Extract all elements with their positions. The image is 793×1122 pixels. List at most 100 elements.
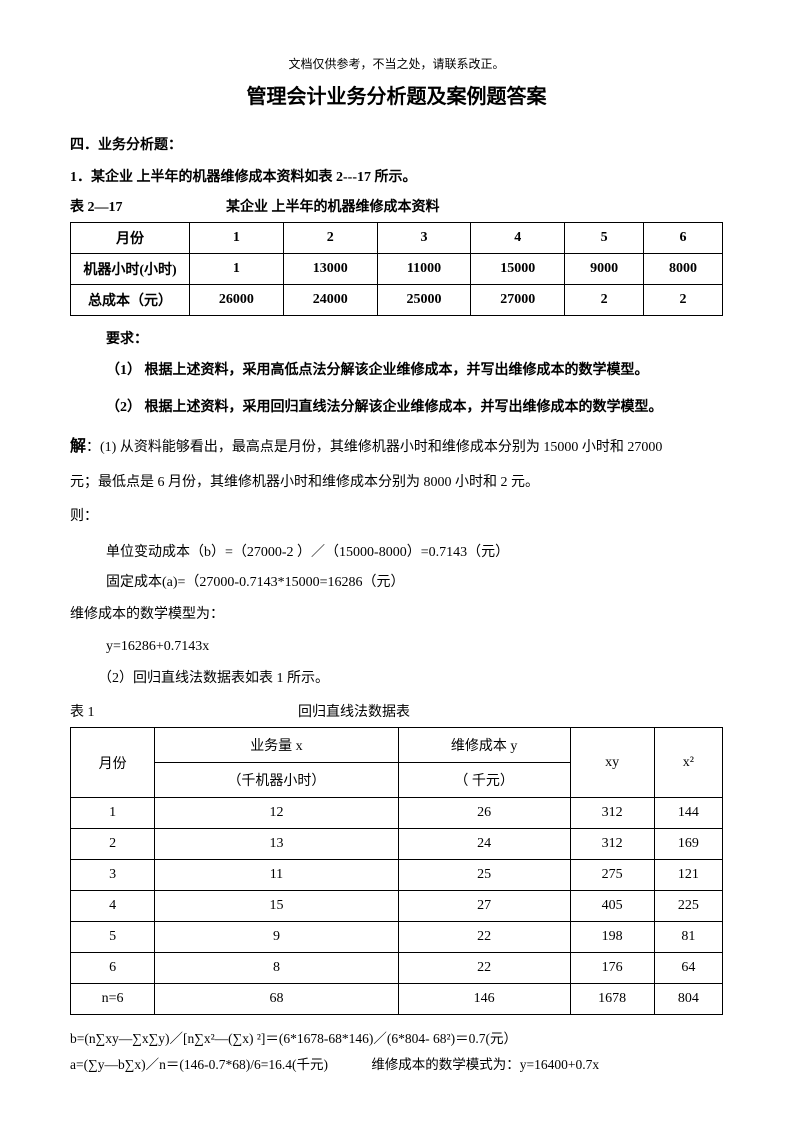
table-row: 6 8 22 176 64 — [71, 953, 723, 984]
cell: 26000 — [190, 285, 284, 316]
model-equation: y=16286+0.7143x — [106, 639, 723, 655]
subheader-cell: （ 千元） — [398, 763, 570, 798]
cell: 11000 — [377, 254, 471, 285]
solution-label: 解 — [70, 438, 86, 455]
solution-line-2: 元；最低点是 6 月份，其维修机器小时和维修成本分别为 8000 小时和 2 元… — [70, 469, 723, 497]
cell: 27 — [398, 891, 570, 922]
cell: 1678 — [570, 984, 654, 1015]
table-row: 1 12 26 312 144 — [71, 798, 723, 829]
cell: 6 — [644, 223, 723, 254]
table-row: 月份 1 2 3 4 5 6 — [71, 223, 723, 254]
requirement-1: （1） 根据上述资料，采用高低点法分解该企业维修成本，并写出维修成本的数学模型。 — [106, 358, 723, 385]
cell: 1 — [190, 223, 284, 254]
cell: 2 — [71, 829, 155, 860]
formula-a: 固定成本(a)=（27000-0.7143*15000=16286（元） — [106, 571, 723, 591]
model-label: 维修成本的数学模型为： — [70, 601, 723, 629]
sol-text: ：(1) 从资料能够看出，最高点是月份，其维修机器小时和维修成本分别为 1500… — [86, 440, 662, 455]
header-cell: x² — [654, 728, 722, 798]
table1-caption: 表 2—17 某企业 上半年的机器维修成本资料 — [70, 196, 723, 216]
cell: n=6 — [71, 984, 155, 1015]
cell: 3 — [71, 860, 155, 891]
cell: 8000 — [644, 254, 723, 285]
cell: 5 — [71, 922, 155, 953]
cell: 13 — [155, 829, 399, 860]
cell: 4 — [471, 223, 565, 254]
table-row: 机器小时(小时) 1 13000 11000 15000 9000 8000 — [71, 254, 723, 285]
cell: 25000 — [377, 285, 471, 316]
eq-a-right: 维修成本的数学模式为：y=16400+0.7x — [371, 1057, 599, 1072]
header-cell: 月份 — [71, 728, 155, 798]
cell: 27000 — [471, 285, 565, 316]
cell: 15000 — [471, 254, 565, 285]
cell: 198 — [570, 922, 654, 953]
cell: 3 — [377, 223, 471, 254]
cell: 312 — [570, 798, 654, 829]
cell: 15 — [155, 891, 399, 922]
table-row: n=6 68 146 1678 804 — [71, 984, 723, 1015]
cell: 12 — [155, 798, 399, 829]
table-row: 总成本（元） 26000 24000 25000 27000 2 2 — [71, 285, 723, 316]
table-2: 月份 业务量 x 维修成本 y xy x² （千机器小时） （ 千元） 1 12… — [70, 727, 723, 1015]
table2-num: 表 1 — [70, 701, 95, 721]
cell: 25 — [398, 860, 570, 891]
cell: 176 — [570, 953, 654, 984]
cell: 24000 — [283, 285, 377, 316]
cell: 4 — [71, 891, 155, 922]
cell: 2 — [644, 285, 723, 316]
cell: 1 — [71, 798, 155, 829]
cell: 405 — [570, 891, 654, 922]
requirement-2: （2） 根据上述资料，采用回归直线法分解该企业维修成本，并写出维修成本的数学模型… — [106, 395, 723, 422]
table-row: 4 15 27 405 225 — [71, 891, 723, 922]
table2-title: 回归直线法数据表 — [298, 701, 410, 721]
cell: 2 — [283, 223, 377, 254]
part2-intro: （2）回归直线法数据表如表 1 所示。 — [70, 665, 723, 693]
cell: 8 — [155, 953, 399, 984]
cell: 68 — [155, 984, 399, 1015]
table-1: 月份 1 2 3 4 5 6 机器小时(小时) 1 13000 11000 15… — [70, 222, 723, 316]
table2-caption: 表 1 回归直线法数据表 — [70, 701, 723, 721]
header-cell: 维修成本 y — [398, 728, 570, 763]
table-row: 月份 业务量 x 维修成本 y xy x² — [71, 728, 723, 763]
eq-a-left: a=(∑y—b∑x)／n＝(146-0.7*68)/6=16.4(千元) — [70, 1057, 328, 1072]
table1-title: 某企业 上半年的机器维修成本资料 — [226, 196, 440, 216]
row-header: 机器小时(小时) — [71, 254, 190, 285]
table1-num: 表 2—17 — [70, 196, 123, 216]
subheader-cell: （千机器小时） — [155, 763, 399, 798]
cell: 2 — [565, 285, 644, 316]
cell: 81 — [654, 922, 722, 953]
table-row: 3 11 25 275 121 — [71, 860, 723, 891]
main-title: 管理会计业务分析题及案例题答案 — [70, 80, 723, 109]
cell: 144 — [654, 798, 722, 829]
cell: 312 — [570, 829, 654, 860]
equation-b: b=(n∑xy—∑x∑y)／[n∑x²—(∑x) ²]＝(6*1678-68*1… — [70, 1027, 723, 1047]
cell: 146 — [398, 984, 570, 1015]
formula-b: 单位变动成本（b）=（27000-2 ）／（15000-8000）=0.7143… — [106, 541, 723, 561]
cell: 22 — [398, 922, 570, 953]
cell: 1 — [190, 254, 284, 285]
solution-line-3: 则： — [70, 503, 723, 531]
cell: 24 — [398, 829, 570, 860]
row-header: 月份 — [71, 223, 190, 254]
cell: 275 — [570, 860, 654, 891]
row-header: 总成本（元） — [71, 285, 190, 316]
cell: 169 — [654, 829, 722, 860]
cell: 11 — [155, 860, 399, 891]
cell: 5 — [565, 223, 644, 254]
cell: 9000 — [565, 254, 644, 285]
cell: 13000 — [283, 254, 377, 285]
cell: 804 — [654, 984, 722, 1015]
cell: 64 — [654, 953, 722, 984]
header-note: 文档仅供参考，不当之处，请联系改正。 — [70, 55, 723, 72]
table-row: 2 13 24 312 169 — [71, 829, 723, 860]
cell: 9 — [155, 922, 399, 953]
cell: 225 — [654, 891, 722, 922]
cell: 26 — [398, 798, 570, 829]
solution-line-1: 解：(1) 从资料能够看出，最高点是月份，其维修机器小时和维修成本分别为 150… — [70, 431, 723, 463]
cell: 22 — [398, 953, 570, 984]
section-title: 四．业务分析题： — [70, 134, 723, 154]
header-cell: xy — [570, 728, 654, 798]
header-cell: 业务量 x — [155, 728, 399, 763]
cell: 121 — [654, 860, 722, 891]
question-1-title: 1．某企业 上半年的机器维修成本资料如表 2---17 所示。 — [70, 166, 723, 186]
table-row: 5 9 22 198 81 — [71, 922, 723, 953]
